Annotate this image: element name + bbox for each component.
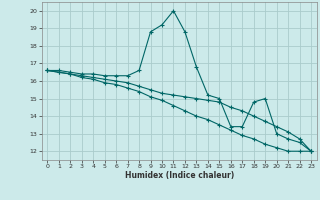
X-axis label: Humidex (Indice chaleur): Humidex (Indice chaleur) [124, 171, 234, 180]
